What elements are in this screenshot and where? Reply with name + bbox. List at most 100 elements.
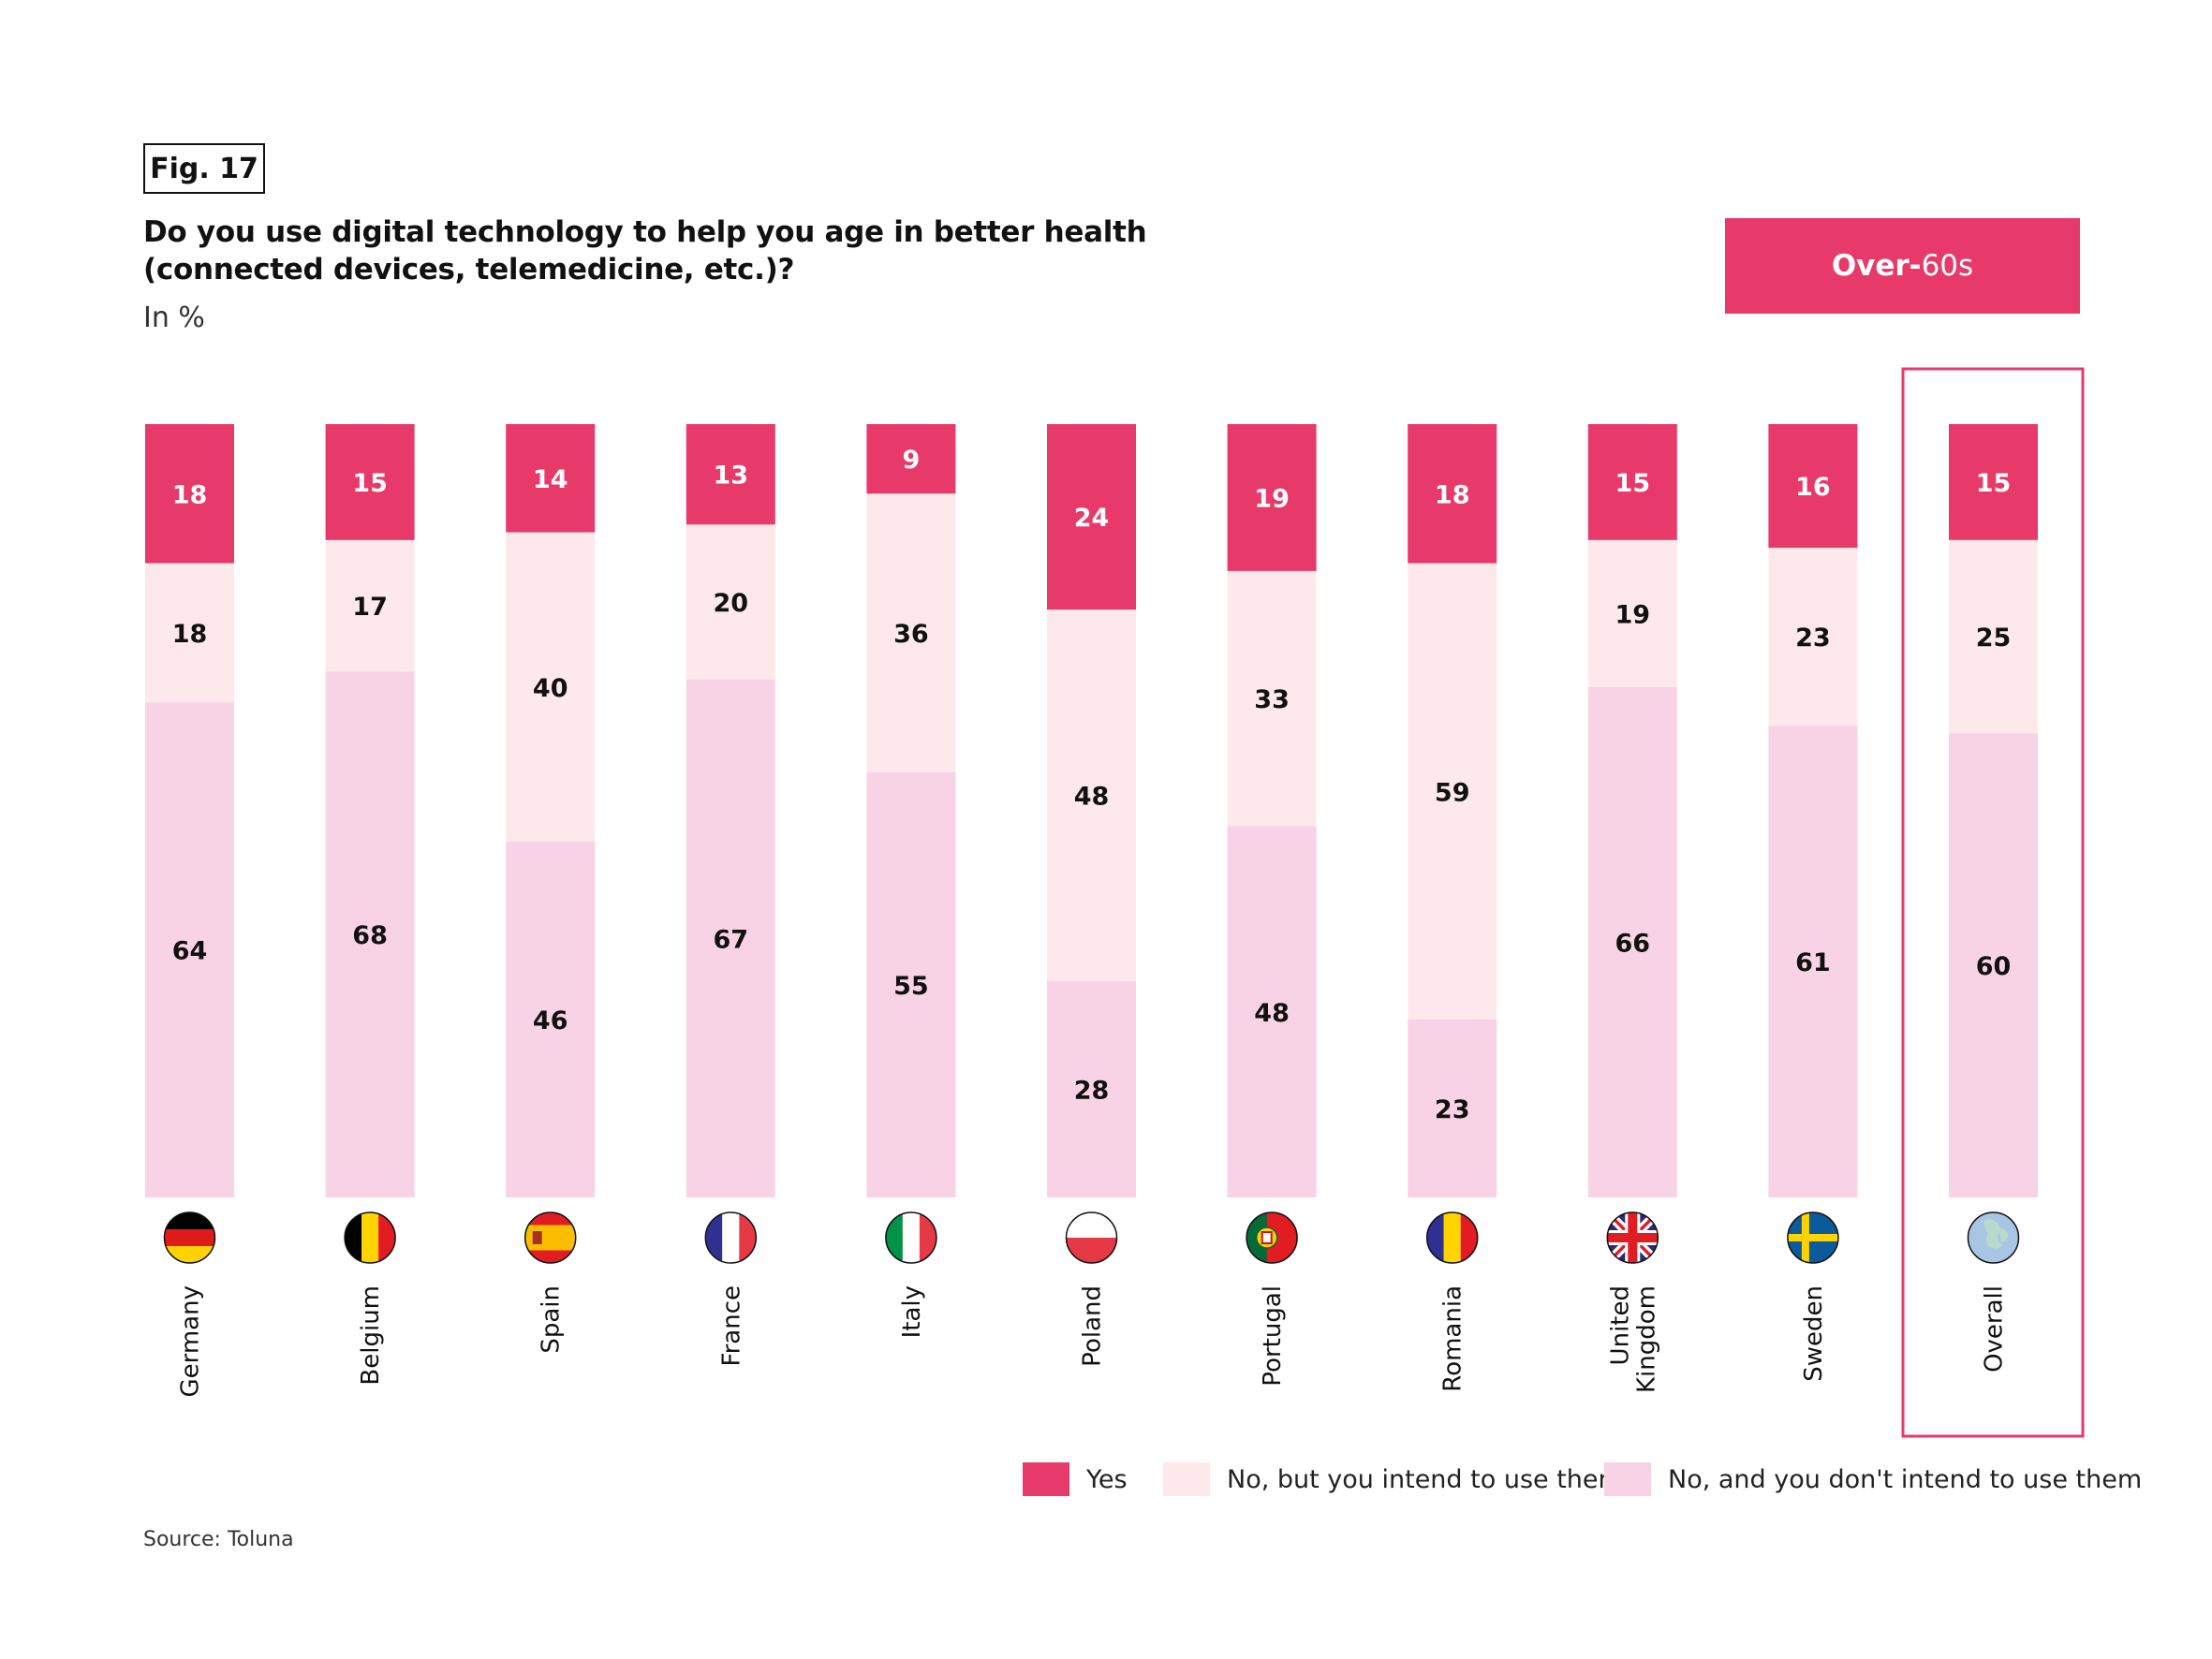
data-label-yes: 15 (352, 469, 388, 498)
flag-italy-icon (885, 1211, 937, 1264)
bar-segment-yes (866, 424, 956, 494)
category-label-spain: Spain (538, 1285, 566, 1354)
bar-segment-yes (1768, 424, 1858, 549)
bar-segment-not_intend (145, 702, 234, 1197)
data-label-intend: 18 (172, 620, 208, 649)
bar-france: 13 20 67 (686, 424, 775, 1197)
data-label-not_intend: 67 (714, 925, 749, 954)
bar-segment-intend (325, 539, 415, 672)
bar-segment-intend (1768, 548, 1858, 727)
category-label-portugal: Portugal (1259, 1285, 1287, 1387)
category-label-germany: Germany (177, 1285, 205, 1398)
data-label-intend: 36 (893, 620, 929, 649)
data-label-not_intend: 48 (1254, 999, 1290, 1028)
data-label-yes: 18 (172, 480, 208, 509)
source-note: Source: Toluna (143, 1528, 294, 1551)
data-label-not_intend: 66 (1615, 929, 1651, 958)
bar-segment-intend (145, 563, 234, 703)
legend-label-not-intend: No, and you don't intend to use them (1668, 1464, 2143, 1494)
legend-item-intend: No, but you intend to use them (1163, 1462, 1623, 1496)
data-label-yes: 14 (533, 465, 568, 494)
data-label-not_intend: 55 (893, 972, 929, 1001)
flag-belgium-icon (344, 1211, 396, 1264)
data-label-intend: 40 (533, 674, 568, 703)
legend-swatch-yes (1023, 1462, 1069, 1496)
data-label-yes: 13 (714, 462, 749, 491)
legend-label-yes: Yes (1086, 1464, 1128, 1494)
bar-segment-not_intend (686, 679, 775, 1197)
bar-segment-yes (1587, 424, 1677, 540)
figure-label: Fig. 17 (143, 143, 265, 194)
bar-germany: 18 18 64 (145, 424, 234, 1197)
data-label-not_intend: 64 (172, 937, 208, 966)
data-label-not_intend: 46 (533, 1006, 568, 1035)
category-label-line: Portugal (1259, 1285, 1287, 1387)
flag-portugal-icon (1246, 1211, 1298, 1264)
category-label-line: United (1606, 1285, 1634, 1365)
globe-europe-icon (1967, 1211, 2020, 1264)
bar-segment-intend (686, 524, 775, 680)
category-label-line: Romania (1439, 1285, 1467, 1392)
bar-united-kingdom: 15 19 66 (1587, 424, 1677, 1197)
segment-badge-light: 60s (1921, 249, 1974, 283)
data-label-yes: 24 (1074, 504, 1110, 533)
data-label-not_intend: 28 (1074, 1076, 1110, 1105)
category-label-overall: Overall (1981, 1285, 2009, 1373)
legend-label-intend: No, but you intend to use them (1227, 1464, 1623, 1494)
flag-romania-icon (1425, 1211, 1479, 1264)
flag-uk-icon (1606, 1211, 1659, 1264)
category-label-line: Kingdom (1632, 1285, 1660, 1393)
category-label-line: Italy (898, 1285, 926, 1338)
overall-highlight-box (1901, 367, 2085, 1438)
data-label-not_intend: 61 (1795, 948, 1831, 977)
category-label-france: France (717, 1285, 745, 1366)
data-label-not_intend: 60 (1976, 952, 2012, 981)
legend-swatch-intend (1163, 1462, 1210, 1496)
data-label-not_intend: 23 (1435, 1095, 1470, 1124)
legend-swatch-not-intend (1604, 1462, 1651, 1496)
data-label-intend: 48 (1074, 782, 1110, 811)
bar-overall: 15 25 60 (1949, 424, 2038, 1197)
data-label-intend: 23 (1795, 624, 1831, 653)
bar-segment-intend (1408, 563, 1497, 1020)
data-label-yes: 9 (903, 446, 921, 475)
bar-segment-not_intend (1768, 726, 1858, 1197)
bar-segment-yes (1047, 424, 1136, 610)
chart-title: Do you use digital technology to help yo… (143, 213, 1267, 288)
category-label-belgium: Belgium (357, 1285, 385, 1386)
flag-poland-icon (1065, 1211, 1118, 1264)
data-label-intend: 19 (1615, 600, 1651, 629)
bar-sweden: 16 23 61 (1768, 424, 1858, 1197)
data-label-yes: 15 (1615, 469, 1651, 498)
category-label-line: Overall (1981, 1285, 2009, 1373)
flag-france-icon (704, 1211, 758, 1264)
category-label-line: Sweden (1800, 1285, 1828, 1382)
bar-segment-intend (866, 493, 956, 772)
legend-item-not-intend: No, and you don't intend to use them (1604, 1462, 2142, 1496)
data-label-intend: 20 (714, 589, 749, 618)
flag-spain-icon (524, 1211, 577, 1264)
data-label-intend: 59 (1435, 778, 1470, 807)
bar-segment-intend (1587, 539, 1677, 687)
bar-segment-intend (1949, 539, 2038, 734)
bar-segment-intend (1047, 609, 1136, 981)
data-label-yes: 19 (1254, 484, 1290, 513)
bar-segment-not_intend (866, 771, 956, 1197)
data-label-intend: 33 (1254, 685, 1290, 714)
category-label-poland: Poland (1079, 1285, 1107, 1367)
bar-spain: 14 40 46 (506, 424, 596, 1197)
category-label-italy: Italy (898, 1285, 926, 1338)
category-label-line: Spain (538, 1285, 566, 1354)
data-label-intend: 17 (352, 593, 388, 622)
bar-segment-yes (1949, 424, 2038, 540)
bar-segment-yes (686, 424, 775, 525)
legend: Yes (1023, 1462, 1128, 1496)
bar-portugal: 19 33 48 (1227, 424, 1317, 1197)
bar-segment-yes (145, 424, 234, 564)
bar-segment-not_intend (506, 842, 596, 1197)
data-label-yes: 15 (1976, 469, 2012, 498)
bar-segment-not_intend (325, 671, 415, 1197)
bar-segment-intend (506, 532, 596, 843)
chart-title-line-2: (connected devices, telemedicine, etc.)? (143, 253, 795, 286)
